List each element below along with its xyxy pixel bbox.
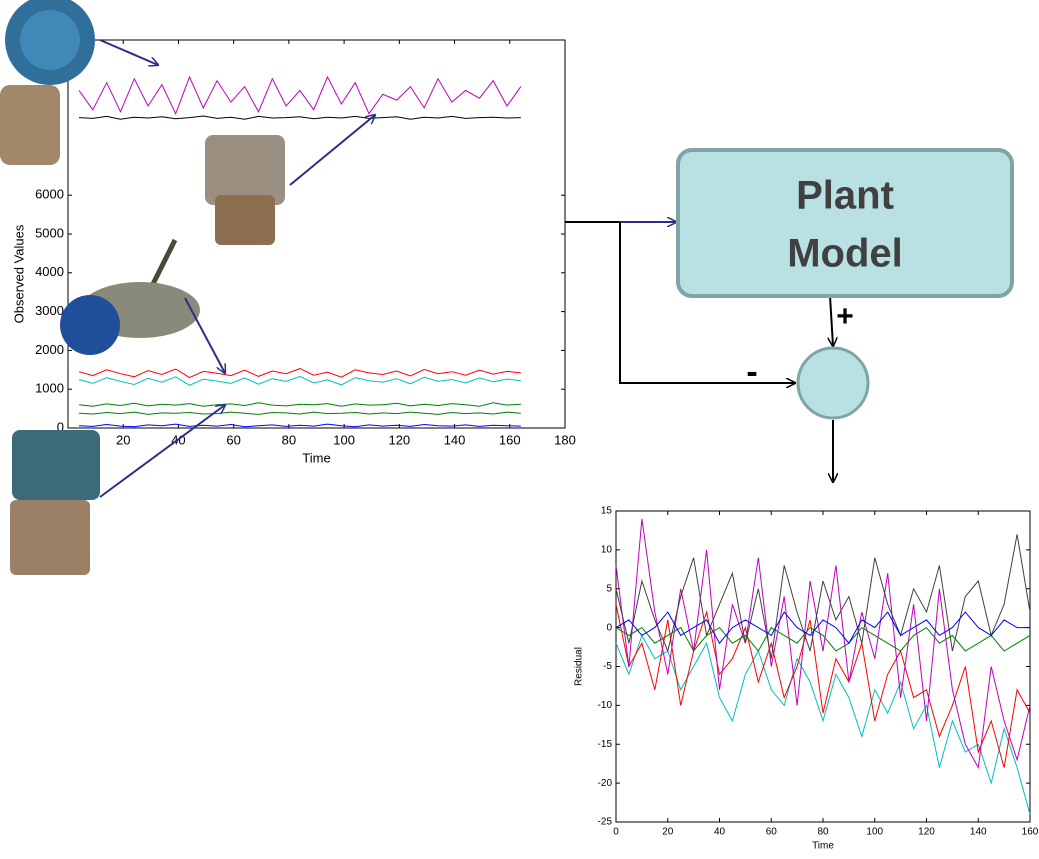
summing-junction (796, 346, 870, 420)
series-line (78, 402, 521, 407)
series-line (615, 611, 1030, 645)
series-line (615, 626, 1031, 652)
x-tick-label: 120 (918, 827, 935, 838)
x-tick-label: 80 (282, 432, 296, 447)
x-tick-label: 120 (388, 432, 410, 447)
y-tick-label: 5 (606, 583, 612, 594)
y-tick-label: 0 (606, 622, 612, 633)
y-tick-label: 5000 (35, 225, 64, 240)
series-line (78, 423, 521, 428)
plant-model-block (676, 148, 1014, 298)
x-tick-label: 100 (333, 432, 355, 447)
y-tick-label: 0 (57, 419, 64, 434)
y-axis-label: Observed Values (11, 224, 26, 323)
y-tick-label: 3000 (35, 303, 64, 318)
x-axis-label: Time (302, 451, 330, 466)
y-tick-label: 6000 (35, 187, 64, 202)
series-line (78, 75, 522, 115)
chart: 0100020003000400050006000204060801001201… (11, 39, 576, 466)
x-tick-label: 160 (1022, 827, 1039, 838)
y-axis-label: Residual (574, 647, 585, 686)
x-tick-label: 140 (444, 432, 466, 447)
sensor-bottom (10, 430, 100, 575)
x-tick-label: 20 (116, 432, 130, 447)
y-tick-label: 15 (601, 506, 613, 517)
x-tick-label: 140 (970, 827, 987, 838)
y-tick-label: 2000 (35, 342, 64, 357)
flow-lines (565, 222, 833, 482)
series-line (615, 518, 1031, 770)
series-line (78, 115, 521, 120)
series-line (615, 604, 1031, 768)
y-tick-label: -25 (598, 817, 613, 828)
x-axis-label: Time (812, 841, 834, 852)
x-tick-label: 60 (226, 432, 240, 447)
plus-sign: + (836, 300, 854, 333)
x-tick-label: 160 (499, 432, 521, 447)
y-tick-label: 1000 (35, 381, 64, 396)
series-line (78, 375, 521, 386)
plot-area (615, 510, 1031, 823)
x-tick-label: 60 (766, 827, 778, 838)
sensor-top-left (0, 0, 95, 165)
series-line (78, 411, 521, 415)
y-tick-label: -20 (598, 778, 613, 789)
block-label: Model (787, 232, 903, 276)
chart: -25 -20 -15 -10 -5 0 5 10 15 0 20 40 60 80 100 120 140 16… (574, 506, 1039, 852)
x-tick-label: 0 (613, 827, 619, 838)
y-tick-label: -15 (598, 739, 613, 750)
arrows (99, 39, 375, 498)
x-tick-label: 80 (817, 827, 829, 838)
plot-area (67, 39, 566, 429)
series-line (78, 368, 521, 379)
x-tick-label: 40 (714, 827, 726, 838)
y-tick-label: 10 (601, 545, 613, 556)
series-line (615, 534, 1031, 659)
x-tick-label: 20 (662, 827, 674, 838)
x-tick-label: 100 (866, 827, 883, 838)
sensor-probe (60, 238, 200, 355)
series-line (615, 634, 1031, 815)
sensor-middle (205, 135, 285, 245)
y-tick-label: -5 (603, 661, 612, 672)
y-tick-label: -10 (598, 700, 613, 711)
block-label: Plant (796, 174, 894, 218)
minus-sign: - (746, 353, 757, 391)
y-tick-label: 4000 (35, 264, 64, 279)
x-tick-label: 180 (554, 432, 576, 447)
